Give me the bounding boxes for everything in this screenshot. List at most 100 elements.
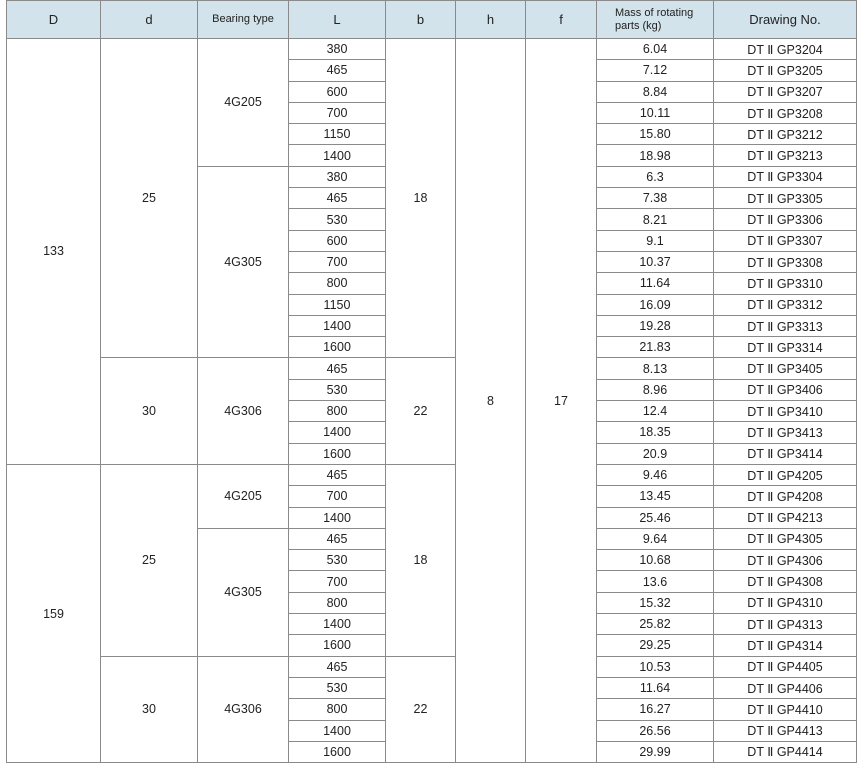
cell-L: 380 <box>288 37 386 61</box>
cell-L: 1150 <box>288 293 386 316</box>
header-h: h <box>455 0 526 39</box>
cell-bearing-type: 4G205 <box>197 38 289 167</box>
cell-D: 159 <box>6 463 101 764</box>
cell-L: 1400 <box>288 613 386 636</box>
cell-drawing-no: DT Ⅱ GP3308 <box>713 250 857 274</box>
cell-mass: 25.82 <box>596 613 714 636</box>
cell-L: 1400 <box>288 421 386 444</box>
cell-drawing-no: DT Ⅱ GP3305 <box>713 187 857 210</box>
cell-mass: 7.38 <box>596 187 714 210</box>
cell-mass: 10.53 <box>596 655 714 678</box>
table-row: 4G305 380 6.3 DT Ⅱ GP3304 <box>7 165 857 359</box>
cell-d: 25 <box>100 37 198 359</box>
table-row: 1400 25.82 DT Ⅱ GP4313 <box>7 613 857 636</box>
cell-drawing-no: DT Ⅱ GP3312 <box>713 293 857 316</box>
cell-mass: 16.27 <box>596 698 714 721</box>
cell-mass: 8.21 <box>596 208 714 231</box>
cell-L: 600 <box>288 229 386 252</box>
cell-D: 133 <box>6 38 101 465</box>
cell-drawing-no: DT Ⅱ GP3307 <box>713 229 857 252</box>
cell-h: 8 <box>455 37 526 764</box>
cell-L: 465 <box>288 527 386 551</box>
cell-b: 22 <box>385 357 456 465</box>
table-row: 1400 19.28 DT Ⅱ GP3313 <box>7 314 857 338</box>
cell-L: 1600 <box>288 740 386 764</box>
header-drawing-no: Drawing No. <box>713 0 857 39</box>
cell-mass: 8.96 <box>596 378 714 402</box>
cell-L: 800 <box>288 272 386 295</box>
cell-mass: 13.6 <box>596 570 714 593</box>
table-row: 30 4G306 465 22 10.53 DT Ⅱ GP4405 <box>7 655 857 764</box>
cell-drawing-no: DT Ⅱ GP4213 <box>713 506 857 529</box>
table-row: 1150 16.09 DT Ⅱ GP3312 <box>7 293 857 316</box>
cell-L: 1400 <box>288 314 386 338</box>
cell-d: 30 <box>100 357 198 465</box>
cell-L: 700 <box>288 101 386 125</box>
cell-drawing-no: DT Ⅱ GP4413 <box>713 719 857 742</box>
cell-L: 465 <box>288 187 386 210</box>
cell-mass: 15.80 <box>596 123 714 146</box>
cell-drawing-no: DT Ⅱ GP4310 <box>713 591 857 615</box>
cell-bearing-type: 4G305 <box>197 165 289 359</box>
cell-L: 1600 <box>288 442 386 465</box>
cell-L: 1150 <box>288 123 386 146</box>
table-row: 1400 18.98 DT Ⅱ GP3213 <box>7 144 857 167</box>
cell-drawing-no: DT Ⅱ GP3414 <box>713 442 857 465</box>
cell-mass: 9.46 <box>596 463 714 487</box>
cell-mass: 9.1 <box>596 229 714 252</box>
cell-drawing-no: DT Ⅱ GP3204 <box>713 37 857 61</box>
cell-L: 800 <box>288 698 386 721</box>
cell-bearing-type: 4G305 <box>197 527 289 657</box>
table-row: 700 13.45 DT Ⅱ GP4208 <box>7 485 857 508</box>
cell-L: 1400 <box>288 719 386 742</box>
cell-mass: 10.11 <box>596 101 714 125</box>
cell-d: 30 <box>100 655 198 764</box>
cell-mass: 26.56 <box>596 719 714 742</box>
cell-mass: 16.09 <box>596 293 714 316</box>
table-row: 1400 18.35 DT Ⅱ GP3413 <box>7 421 857 444</box>
cell-mass: 10.68 <box>596 549 714 572</box>
cell-L: 700 <box>288 485 386 508</box>
table-row: 1600 29.99 DT Ⅱ GP4414 <box>7 740 857 764</box>
cell-L: 1600 <box>288 634 386 657</box>
cell-drawing-no: DT Ⅱ GP3208 <box>713 101 857 125</box>
table-row: 530 8.96 DT Ⅱ GP3406 <box>7 378 857 402</box>
header-f: f <box>525 0 597 39</box>
cell-b: 18 <box>385 463 456 657</box>
cell-mass: 11.64 <box>596 676 714 700</box>
table-row: 800 15.32 DT Ⅱ GP4310 <box>7 591 857 615</box>
cell-drawing-no: DT Ⅱ GP4406 <box>713 676 857 700</box>
cell-mass: 10.37 <box>596 250 714 274</box>
cell-drawing-no: DT Ⅱ GP4208 <box>713 485 857 508</box>
cell-drawing-no: DT Ⅱ GP3310 <box>713 272 857 295</box>
cell-drawing-no: DT Ⅱ GP3406 <box>713 378 857 402</box>
cell-bearing-type: 4G306 <box>197 655 289 764</box>
table-row: 1150 15.80 DT Ⅱ GP3212 <box>7 123 857 146</box>
cell-mass: 20.9 <box>596 442 714 465</box>
cell-d: 25 <box>100 463 198 657</box>
cell-mass: 29.25 <box>596 634 714 657</box>
cell-mass: 29.99 <box>596 740 714 764</box>
header-row: D d Bearing type L b h f Mass of rotatin… <box>6 0 857 39</box>
cell-mass: 6.04 <box>596 37 714 61</box>
cell-drawing-no: DT Ⅱ GP3304 <box>713 165 857 189</box>
cell-L: 380 <box>288 165 386 189</box>
header-D: D <box>6 0 101 39</box>
cell-drawing-no: DT Ⅱ GP3207 <box>713 80 857 103</box>
cell-L: 700 <box>288 570 386 593</box>
cell-L: 465 <box>288 59 386 82</box>
table-row: 159 25 4G205 465 18 9.46 DT Ⅱ GP4205 <box>6 463 857 764</box>
bearing-spec-table: D d Bearing type L b h f Mass of rotatin… <box>6 0 857 764</box>
cell-drawing-no: DT Ⅱ GP3314 <box>713 336 857 359</box>
cell-mass: 15.32 <box>596 591 714 615</box>
cell-L: 1600 <box>288 336 386 359</box>
cell-bearing-type: 4G205 <box>197 463 289 529</box>
table-row: 1600 29.25 DT Ⅱ GP4314 <box>7 634 857 657</box>
header-L: L <box>288 0 386 39</box>
cell-mass: 18.98 <box>596 144 714 167</box>
cell-mass: 6.3 <box>596 165 714 189</box>
table-row: 133 25 4G205 380 18 8 17 6.04 DT Ⅱ GP3204 <box>6 37 857 764</box>
cell-L: 530 <box>288 378 386 402</box>
cell-drawing-no: DT Ⅱ GP4414 <box>713 740 857 764</box>
cell-L: 1400 <box>288 144 386 167</box>
